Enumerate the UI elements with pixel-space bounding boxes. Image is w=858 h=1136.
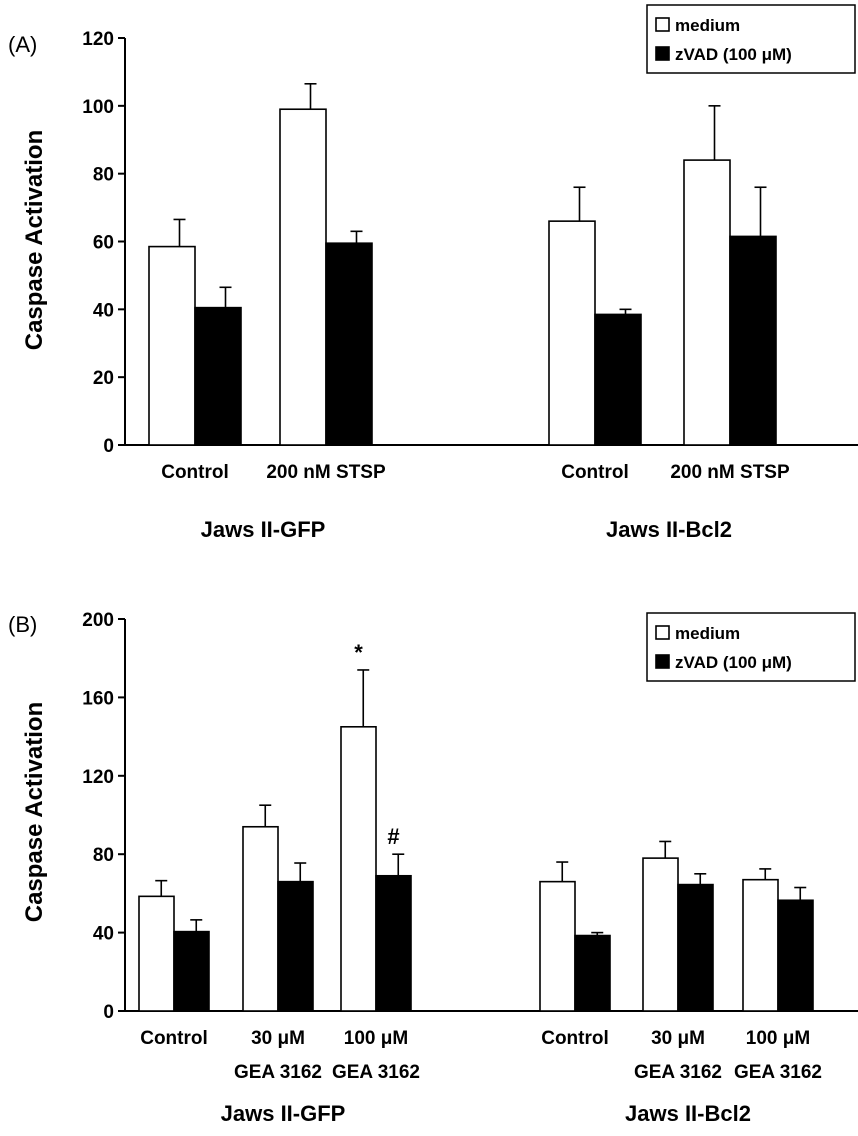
y-tick-label: 200	[82, 610, 114, 631]
category-label: GEA 3162	[234, 1062, 322, 1083]
legend-swatch-medium	[655, 17, 670, 32]
category-label: Control	[161, 462, 229, 483]
chart-panel-a: (A) Caspase Activation 0 20 40 60 80 100 120 Cont…	[8, 4, 858, 542]
y-axis-label: Caspase Activation	[21, 702, 48, 923]
y-tick-label: 160	[82, 688, 114, 709]
bar-medium	[548, 220, 596, 446]
significance-marker: *	[354, 640, 363, 665]
bar-medium	[642, 857, 679, 1012]
y-tick-label: 20	[93, 368, 114, 389]
y-tick-label: 60	[93, 233, 114, 254]
bar-zvad	[594, 313, 642, 446]
legend-label: zVAD (100 μM)	[675, 653, 792, 672]
bar-medium	[539, 880, 576, 1012]
y-tick-label: 100	[82, 97, 114, 118]
bar-medium	[683, 159, 731, 446]
significance-marker: #	[387, 824, 399, 849]
category-label: 30 μM	[251, 1028, 305, 1049]
group-label: Jaws II-GFP	[201, 517, 326, 542]
bar-medium	[340, 725, 377, 1012]
bar-medium	[279, 108, 327, 446]
bar-zvad	[729, 235, 777, 446]
bar-zvad	[777, 899, 814, 1012]
y-tick-label: 80	[93, 165, 114, 186]
group-label: Jaws II-Bcl2	[625, 1101, 751, 1126]
y-tick-label: 40	[93, 300, 114, 321]
group-label: Jaws II-GFP	[221, 1101, 346, 1126]
legend-label: medium	[675, 16, 740, 35]
chart-panel-b: (B) Caspase Activation 0 40 80 120 160 200 Contr…	[8, 610, 858, 1126]
bar-medium	[742, 878, 779, 1012]
category-label: 100 μM	[746, 1028, 810, 1049]
bar-zvad	[277, 880, 314, 1012]
bar-zvad	[194, 306, 242, 446]
category-label: Control	[140, 1028, 208, 1049]
legend-swatch-zvad	[655, 654, 670, 669]
legend-label: medium	[675, 624, 740, 643]
panel-label: (A)	[8, 32, 37, 57]
category-label: GEA 3162	[332, 1062, 420, 1083]
legend: medium zVAD (100 μM)	[646, 612, 856, 682]
bar-medium	[148, 245, 196, 446]
bar-zvad	[375, 874, 412, 1012]
legend-box	[646, 612, 856, 682]
y-tick-label: 120	[82, 767, 114, 788]
y-axis-label: Caspase Activation	[21, 130, 48, 351]
category-label: Control	[541, 1028, 609, 1049]
category-label: 30 μM	[651, 1028, 705, 1049]
category-label: 200 nM STSP	[266, 462, 386, 483]
y-tick-label: 80	[93, 845, 114, 866]
legend: medium zVAD (100 μM)	[646, 4, 856, 74]
bar-zvad	[574, 934, 611, 1012]
category-label: GEA 3162	[634, 1062, 722, 1083]
panel-label: (B)	[8, 612, 37, 637]
category-label: Control	[561, 462, 629, 483]
y-tick-label: 0	[103, 436, 114, 457]
y-tick-label: 0	[103, 1002, 114, 1023]
bar-medium	[242, 825, 279, 1012]
bar-zvad	[677, 883, 714, 1012]
bar-zvad	[325, 242, 373, 446]
legend-swatch-medium	[655, 625, 670, 640]
legend-label: zVAD (100 μM)	[675, 45, 792, 64]
category-label: GEA 3162	[734, 1062, 822, 1083]
y-tick-label: 40	[93, 924, 114, 945]
bar-zvad	[173, 930, 210, 1012]
category-label: 100 μM	[344, 1028, 408, 1049]
group-label: Jaws II-Bcl2	[606, 517, 732, 542]
y-tick-label: 120	[82, 29, 114, 50]
legend-swatch-zvad	[655, 46, 670, 61]
category-label: 200 nM STSP	[670, 462, 790, 483]
legend-box	[646, 4, 856, 74]
bar-medium	[138, 895, 175, 1012]
